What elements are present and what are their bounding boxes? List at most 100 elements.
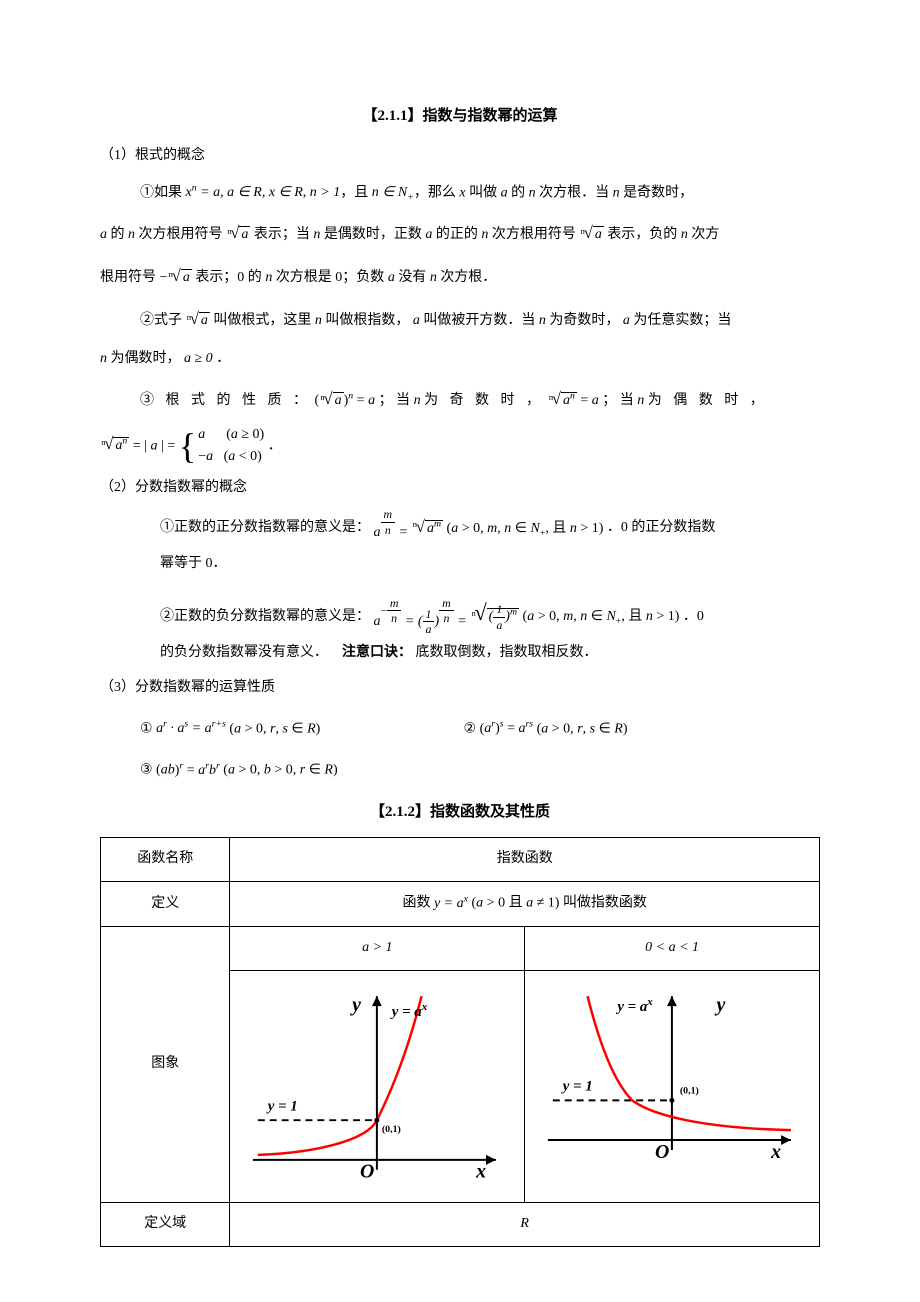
text: 是偶数时，正数 bbox=[324, 227, 422, 242]
cell-def: 定义 bbox=[101, 882, 230, 926]
math: a bbox=[388, 270, 399, 285]
text: 次方根是 0；负数 bbox=[276, 270, 385, 285]
properties-table: 函数名称 指数函数 定义 函数 y = ax (a > 0 且 a ≠ 1) 叫… bbox=[100, 837, 820, 1247]
label-x: x bbox=[476, 1160, 487, 1182]
graph-decreasing: y y = ax y = 1 (0,1) O x bbox=[525, 970, 820, 1203]
math: a bbox=[623, 313, 634, 328]
math: amn = bbox=[374, 507, 409, 549]
text: 表示；当 bbox=[254, 227, 310, 242]
root-expr: n√a bbox=[579, 215, 603, 252]
math: a bbox=[501, 185, 512, 200]
math: a bbox=[425, 227, 436, 242]
table-row: 函数名称 指数函数 bbox=[101, 838, 820, 882]
math: n bbox=[265, 270, 276, 285]
label-eq: y = ax bbox=[390, 1001, 428, 1020]
text: ②式子 bbox=[140, 313, 182, 328]
text: 为偶数时， bbox=[111, 351, 181, 366]
label-eq: y = ax bbox=[616, 996, 654, 1015]
text: ①如果 bbox=[140, 185, 182, 200]
label-pt: (0,1) bbox=[680, 1085, 699, 1096]
label-y: y bbox=[715, 994, 726, 1016]
math: n bbox=[313, 227, 324, 242]
text: 叫做根式，这里 bbox=[213, 313, 311, 328]
para-7: n√an = | a | = { a (a ≥ 0) −a (a < 0) ． bbox=[100, 424, 820, 469]
text: 表示；0 的 bbox=[195, 270, 262, 285]
text: ，且 bbox=[340, 185, 368, 200]
label-pt: (0,1) bbox=[382, 1124, 401, 1135]
cell-fn-name: 函数名称 bbox=[101, 838, 230, 882]
para-q1: ①正数的正分数指数幂的意义是： amn = n√am (a > 0, m, n … bbox=[160, 507, 820, 549]
cell-domain-val: R bbox=[230, 1203, 820, 1247]
root-expr: n√an bbox=[100, 426, 129, 463]
label-x: x bbox=[770, 1140, 781, 1162]
math: (a > 0, m, n ∈ N+, 且 n > 1) bbox=[523, 609, 680, 624]
math: n bbox=[529, 185, 540, 200]
text: 且 bbox=[509, 896, 523, 911]
text: 次方根． bbox=[440, 270, 496, 285]
root-expr: n√am bbox=[412, 509, 443, 546]
math: a−mn = (1a)mn = bbox=[374, 596, 467, 638]
axes bbox=[253, 996, 496, 1170]
text: 为 奇 数 时 ， bbox=[424, 393, 544, 408]
math: n bbox=[681, 227, 692, 242]
cell-def-val: 函数 y = ax (a > 0 且 a ≠ 1) 叫做指数函数 bbox=[230, 882, 820, 926]
text: ②正数的负分数指数幂的意义是： bbox=[160, 609, 370, 624]
math: n bbox=[430, 270, 441, 285]
text: ； 当 bbox=[602, 393, 634, 408]
formula-row-1: ① ar · as = ar+s (a > 0, r, s ∈ R) ② (ar… bbox=[140, 714, 820, 745]
math: n bbox=[539, 313, 550, 328]
math: xn = a, a ∈ R, x ∈ R, n > 1 bbox=[186, 185, 341, 200]
x-arrow bbox=[486, 1154, 496, 1164]
para-4: ②式子 n√a 叫做根式，这里 n 叫做根指数， a 叫做被开方数．当 n 为奇… bbox=[140, 301, 820, 338]
text: 的正的 bbox=[436, 227, 478, 242]
graph-svg-inc: y y = ax y = 1 (0,1) O x bbox=[238, 977, 516, 1184]
para-6: ③ 根 式 的 性 质 ： (n√a)n = a ； 当 n 为 奇 数 时 ，… bbox=[140, 381, 820, 418]
cell-fn-val: 指数函数 bbox=[230, 838, 820, 882]
text: ； 当 bbox=[379, 393, 411, 408]
text: 叫做指数函数 bbox=[563, 896, 647, 911]
label-y: y bbox=[350, 994, 361, 1016]
math: a bbox=[100, 227, 111, 242]
text: ①正数的正分数指数幂的意义是： bbox=[160, 521, 370, 536]
y-arrow bbox=[667, 996, 677, 1006]
math: = | a | = bbox=[133, 438, 179, 453]
text: 根用符号 bbox=[100, 270, 156, 285]
para-2: a 的 n 次方根用符号 n√a 表示；当 n 是偶数时，正数 a 的正的 n … bbox=[100, 215, 820, 252]
text: 次方 bbox=[691, 227, 719, 242]
root-expr: n√a bbox=[319, 381, 343, 418]
text: 注意口诀： bbox=[342, 645, 412, 660]
heading-1: （1）根式的概念 bbox=[100, 141, 820, 172]
text: 次方根．当 bbox=[539, 185, 609, 200]
text: 次方根用符号 bbox=[139, 227, 223, 242]
text: 的 bbox=[111, 227, 125, 242]
x-arrow bbox=[781, 1135, 791, 1145]
text: 底数取倒数，指数取相反数． bbox=[416, 645, 598, 660]
text: ，那么 bbox=[414, 185, 456, 200]
text: 的负分数指数幂没有意义． bbox=[160, 645, 328, 660]
text: 函数 bbox=[402, 896, 430, 911]
graph-svg-dec: y y = ax y = 1 (0,1) O x bbox=[533, 977, 811, 1184]
math: − bbox=[160, 270, 168, 285]
text: ．0 的正分数指数 bbox=[607, 521, 716, 536]
curve bbox=[588, 996, 791, 1130]
math: a ≥ 0 bbox=[184, 351, 213, 366]
text: ．0 bbox=[683, 609, 704, 624]
cell-graph-label: 图象 bbox=[101, 926, 230, 1203]
math: a bbox=[413, 313, 424, 328]
label-y1: y = 1 bbox=[266, 1098, 298, 1114]
root-expr: n√an bbox=[548, 381, 577, 418]
label-O: O bbox=[655, 1140, 669, 1162]
math: n bbox=[128, 227, 139, 242]
para-3: 根用符号 −n√a 表示；0 的 n 次方根是 0；负数 a 没有 n 次方根． bbox=[100, 258, 820, 295]
para-q4: 的负分数指数幂没有意义． 注意口诀： 底数取倒数，指数取相反数． bbox=[160, 638, 820, 669]
text: 叫做根指数， bbox=[325, 313, 409, 328]
axes bbox=[548, 996, 791, 1150]
table-row: 图象 a > 1 0 < a < 1 bbox=[101, 926, 820, 970]
math: y = ax bbox=[434, 896, 472, 911]
para-1: ①如果 xn = a, a ∈ R, x ∈ R, n > 1，且 n ∈ N+… bbox=[140, 178, 820, 209]
para-q3: ②正数的负分数指数幂的意义是： a−mn = (1a)mn = n√(1a)m … bbox=[160, 588, 820, 638]
text: ． bbox=[216, 351, 230, 366]
section-title-212: 【2.1.2】指数函数及其性质 bbox=[100, 796, 820, 829]
text: 为奇数时， bbox=[549, 313, 619, 328]
point-01 bbox=[670, 1097, 675, 1102]
